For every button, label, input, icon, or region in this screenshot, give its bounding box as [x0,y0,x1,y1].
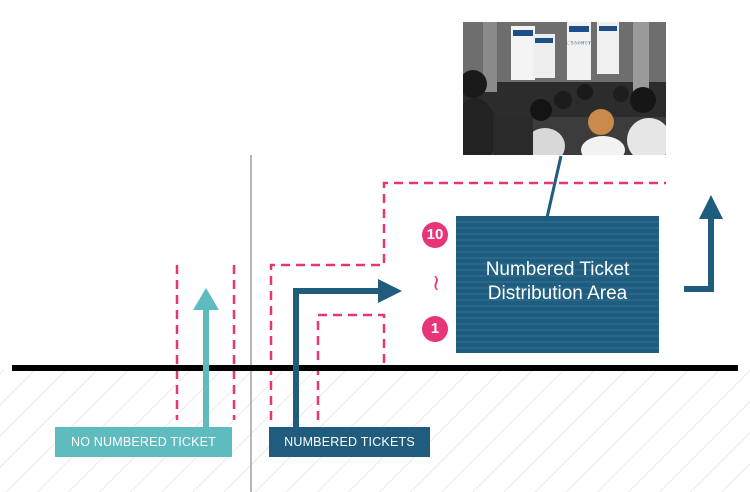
photo-connector-line [544,155,563,223]
distribution-area-label: Numbered Ticket Distribution Area [456,258,659,306]
exit-arrow-head [699,195,723,219]
numbered-arrow-head [378,279,402,303]
queue-number-top-badge: 10 [422,222,448,248]
numbered-tickets-label: NUMBERED TICKETS [269,427,430,457]
exit-arrow-shaft [684,215,714,292]
photo-sign-text: こちらの列です [567,40,592,45]
numbered-lane-outer-boundary [269,181,666,420]
numbered-arrow-shaft [293,288,383,427]
distribution-area-title-line-2: Distribution Area [487,283,628,304]
queue-tilde: ~ [423,274,448,292]
distribution-area-photo: こちらの列です [463,22,666,155]
distribution-area-title-line-1: Numbered Ticket [485,259,630,280]
queue-number-bottom-badge: 1 [422,316,448,342]
no-numbered-ticket-label: NO NUMBERED TICKET [55,427,232,457]
distribution-area-stripes [456,221,659,349]
no-numbered-arrow-head [193,288,219,310]
